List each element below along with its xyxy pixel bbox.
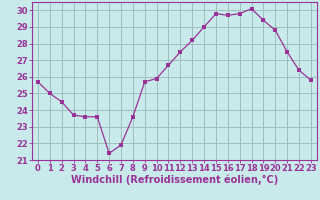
- X-axis label: Windchill (Refroidissement éolien,°C): Windchill (Refroidissement éolien,°C): [71, 175, 278, 185]
